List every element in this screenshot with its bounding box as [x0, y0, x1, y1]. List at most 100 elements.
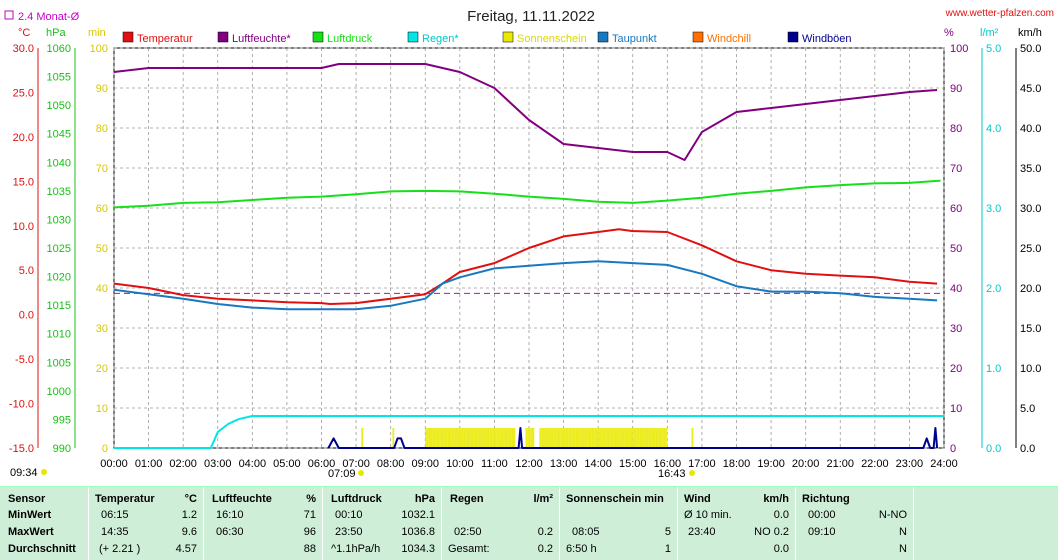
- stats-col-sensor: Sensor MinWert MaxWert Durchschnitt: [0, 487, 89, 560]
- sun-icon: [41, 469, 47, 475]
- hum-min-val: 71: [303, 509, 316, 521]
- wind-min-val: 0.0: [773, 509, 789, 521]
- sunshine-bar: [475, 428, 478, 448]
- header-rain-unit: l/m²: [533, 493, 553, 505]
- series-line-luftdruck: [113, 179, 941, 209]
- sunshine-bar: [622, 428, 625, 448]
- sunshine-bar: [532, 428, 535, 448]
- hum-max-val: 96: [303, 526, 316, 538]
- stats-col-temp: Temperatur °C 06:15 1.2 14:35 9.6 (+ 2.2…: [89, 487, 204, 560]
- sunshine-bar: [477, 428, 479, 448]
- sunset-label: 16:43: [658, 468, 686, 480]
- sunshine-bar: [586, 428, 588, 448]
- tick-wind-9: 5.0: [1020, 403, 1035, 415]
- tick-temp-9: -15.0: [9, 443, 34, 455]
- sunshine-bar: [539, 428, 542, 448]
- tick-x-15: 15:00: [619, 458, 647, 470]
- sunshine-bar: [508, 428, 511, 448]
- tick-press-12: 1000: [47, 386, 71, 398]
- sunshine-bar: [582, 428, 585, 448]
- rain-max-time: 02:50: [454, 526, 482, 538]
- dir-min-val: N-NO: [878, 509, 907, 521]
- sunshine-bar: [599, 428, 602, 448]
- sunshine-bar: [558, 428, 561, 448]
- tick-temp-7: -5.0: [15, 354, 34, 366]
- sunshine-bar: [625, 428, 628, 448]
- sunshine-bar: [596, 428, 599, 448]
- tick-x-3: 03:00: [204, 458, 232, 470]
- wind-max-val: NO 0.2: [754, 526, 789, 538]
- sunshine-bar: [650, 428, 652, 448]
- tick-pct-4: 60: [950, 203, 962, 215]
- unit-min: min: [88, 27, 106, 39]
- stats-col-sunshine: Sonnenschein min 08:05 5 6:50 h 1: [560, 487, 678, 560]
- legend-label-7: Windböen: [802, 33, 852, 45]
- sunshine-bar: [485, 428, 488, 448]
- tick-press-1: 1055: [47, 72, 71, 84]
- tick-min-1: 90: [96, 83, 108, 95]
- sunshine-bar: [637, 428, 640, 448]
- unit-wind: km/h: [1018, 27, 1042, 39]
- temp-avg-val: 4.57: [175, 543, 197, 555]
- tick-wind-2: 40.0: [1020, 123, 1041, 135]
- sunshine-bar: [473, 428, 476, 448]
- sunshine-bar: [509, 428, 512, 448]
- tick-rain-3: 2.0: [986, 283, 1001, 295]
- sunshine-bar: [643, 428, 645, 448]
- tick-x-18: 18:00: [723, 458, 751, 470]
- legend-label-6: Windchill: [707, 33, 751, 45]
- sunshine-bar: [504, 428, 507, 448]
- tick-press-8: 1020: [47, 272, 71, 284]
- hum-max-time: 06:30: [216, 526, 244, 538]
- tick-x-23: 23:00: [896, 458, 924, 470]
- sunshine-bars: [361, 428, 694, 448]
- sunshine-bar: [428, 428, 431, 448]
- temp-min-time: 06:15: [101, 509, 129, 521]
- sunshine-bar: [489, 428, 492, 448]
- sunshine-bar: [587, 428, 590, 448]
- tick-pct-2: 80: [950, 123, 962, 135]
- header-wind-unit: km/h: [763, 493, 789, 505]
- sunshine-bar: [482, 428, 485, 448]
- legend-label-5: Taupunkt: [612, 33, 657, 45]
- tick-press-5: 1035: [47, 186, 71, 198]
- tick-pct-0: 100: [950, 43, 968, 55]
- sunshine-bar: [468, 428, 471, 448]
- legend-swatch-5: [597, 31, 609, 43]
- tick-min-5: 50: [96, 243, 108, 255]
- tick-wind-4: 30.0: [1020, 203, 1041, 215]
- sunshine-bar: [660, 428, 663, 448]
- temp-max-time: 14:35: [101, 526, 129, 538]
- tick-x-22: 22:00: [861, 458, 889, 470]
- sunshine-bar: [447, 428, 450, 448]
- sunshine-bar: [610, 428, 613, 448]
- sunshine-bar: [503, 428, 505, 448]
- tick-min-0: 100: [90, 43, 108, 55]
- tick-rain-5: 0.0: [986, 443, 1001, 455]
- sunshine-bar: [641, 428, 644, 448]
- press-max-time: 23:50: [335, 526, 363, 538]
- tick-x-12: 12:00: [515, 458, 543, 470]
- sunshine-bar: [615, 428, 618, 448]
- sunshine-bar: [624, 428, 626, 448]
- dir-max-time: 09:10: [808, 526, 836, 538]
- legend-swatch-7: [787, 31, 799, 43]
- sunshine-bar: [452, 428, 455, 448]
- series-line-luftfeuchte: [113, 63, 938, 161]
- sunshine-bar: [548, 428, 550, 448]
- tick-temp-5: 5.0: [19, 265, 34, 277]
- sunshine-bar: [655, 428, 658, 448]
- header-temp: Temperatur: [95, 493, 155, 505]
- sunshine-bar: [501, 428, 504, 448]
- sunshine-bar: [570, 428, 573, 448]
- sunshine-bar: [618, 428, 621, 448]
- tick-temp-6: 0.0: [19, 310, 34, 322]
- tick-x-13: 13:00: [550, 458, 578, 470]
- tick-pct-6: 40: [950, 283, 962, 295]
- sunshine-bar: [492, 428, 495, 448]
- series-line-taupunkt: [113, 260, 938, 311]
- sunshine-bar: [601, 428, 604, 448]
- tick-min-9: 10: [96, 403, 108, 415]
- sunshine-bar: [529, 428, 531, 448]
- stats-table: Sensor MinWert MaxWert Durchschnitt Temp…: [0, 486, 1058, 560]
